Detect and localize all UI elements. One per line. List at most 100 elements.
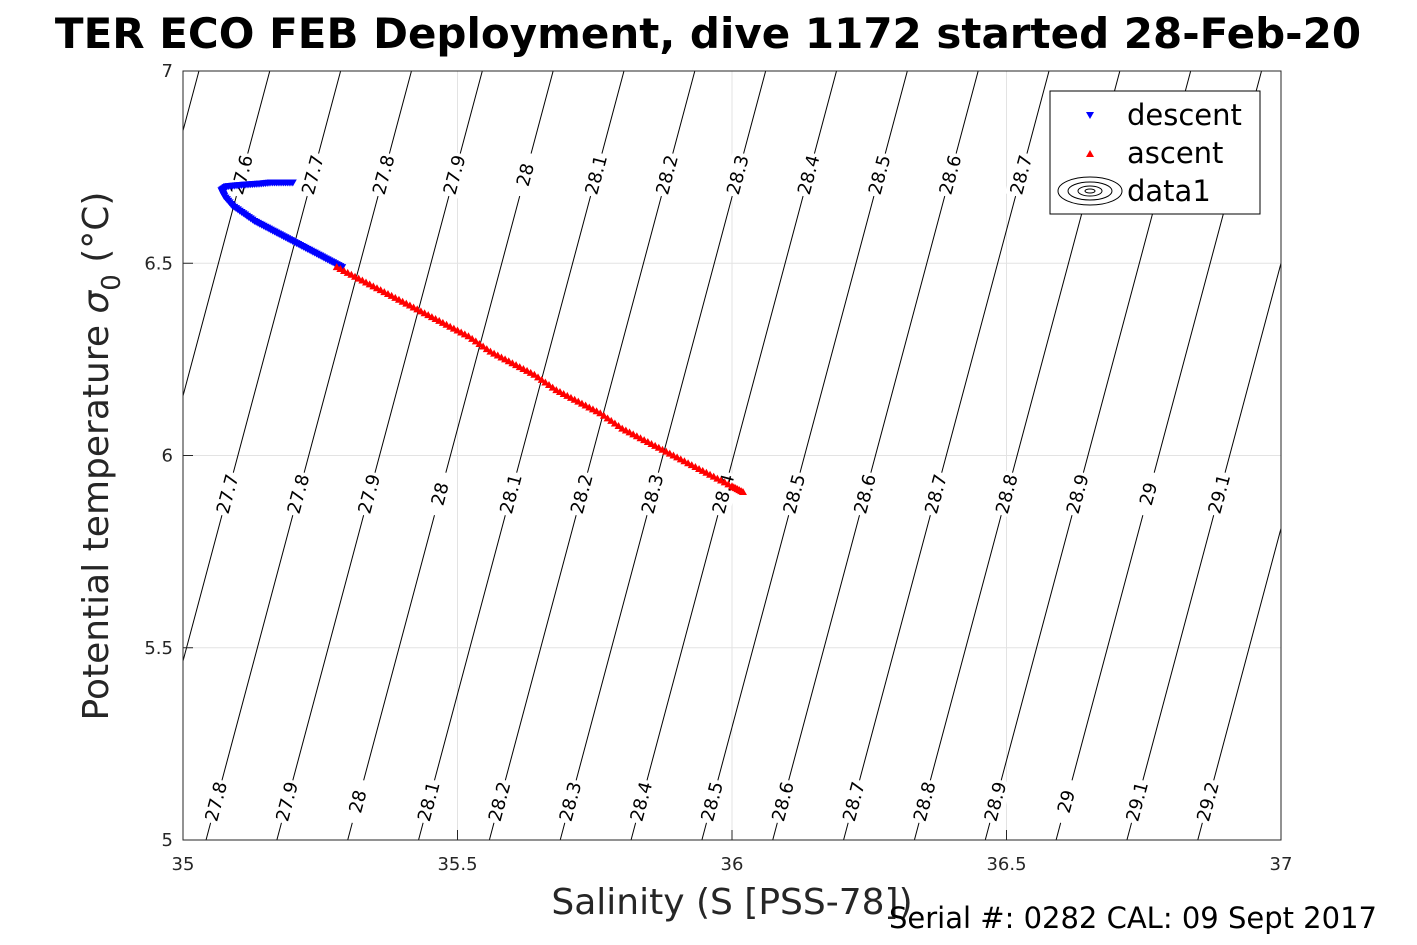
ascent-track-marker [610,419,619,427]
ascent-track-marker [526,368,535,376]
x-tick-label: 36 [721,854,744,875]
y-axis-label-subscript: 0 [97,274,127,291]
contour-label-backing [636,469,669,519]
legend-box [1049,90,1261,215]
ascent-track-marker [479,342,488,350]
contour-label-backing [908,777,941,826]
ascent-track-marker [614,422,623,430]
contour-label-backing [1050,777,1083,826]
contour-label-backing [438,150,471,199]
chart-title: TER ECO FEB Deployment, dive 1172 starte… [55,9,1361,58]
contour-label-backing [296,150,330,199]
contour-label-backing [934,150,967,199]
ascent-track-marker [599,411,608,419]
ascent-track-marker [537,375,546,383]
ascent-track-marker [737,487,746,495]
contour-label-backing [625,777,658,826]
x-tick-label: 35.5 [437,854,477,875]
contour-label-backing [1061,469,1094,519]
contour-label-backing [792,150,826,199]
contour-label-backing [650,150,684,199]
density-contour-line [559,70,767,841]
y-tick-label: 6 [162,446,173,467]
ascent-track-marker [475,339,484,347]
density-contour-line [182,70,271,396]
contour-label-backing [707,469,740,519]
ascent-track-marker [702,468,711,476]
contour-label-backing [778,469,811,519]
density-contour-line [488,70,696,841]
descent-track-marker [259,222,268,230]
density-contour-line [205,70,412,841]
density-contour-line [182,70,200,131]
contour-label-backing [509,150,542,199]
y-axis-label-main: Potential temperature [76,314,117,721]
ascent-track-marker [545,381,553,389]
contour-label-backing [423,469,457,519]
ascent-marker [596,409,605,417]
density-contour-line [276,70,483,841]
legend-descent-marker [1086,112,1094,119]
contour-label-backing [766,777,800,826]
ascent-track-marker [468,334,477,342]
contour-label-backing [199,777,233,826]
density-contour-line [630,70,837,841]
ascent-track-marker [482,345,491,353]
legend: descent ascent data1 [1049,90,1261,215]
x-axis-ticks: 35 35.5 36 36.5 37 [172,830,1293,875]
contour-label-backing [837,777,871,826]
legend-data1-label: data1 [1127,174,1211,208]
contour-label-backing [1004,150,1038,199]
y-axis-ticks: 5 5.5 6 6.5 7 [144,61,193,851]
descent-track-marker [303,245,312,253]
y-axis-label: Potential temperature σ0 (°C) [76,192,127,721]
legend-ascent-marker [1086,150,1094,157]
y-tick-label: 7 [162,61,173,82]
x-tick-label: 37 [1270,854,1293,875]
x-tick-label: 36.5 [986,854,1026,875]
ascent-track-marker [438,318,447,326]
contour-label-backing [483,777,516,826]
ascent-track-marker [504,357,513,365]
descent-track-marker [325,257,334,265]
contour-label-backing [270,777,304,826]
contour-label-backing [367,150,401,199]
ascent-track-marker [534,373,543,381]
ascent-track-marker [351,272,360,280]
y-tick-label: 5 [162,830,173,851]
ascent-track-marker [680,457,689,465]
contour-label-backing [412,777,446,826]
contour-label-backing [919,469,953,519]
ascent-track-marker [394,295,403,303]
contour-label-backing [1120,777,1154,826]
ascent-track-marker [460,330,469,338]
contour-label-backing [282,469,315,519]
ascent-marker [464,332,473,340]
ascent-track-marker [570,395,579,403]
ascent-track-marker [548,383,557,391]
y-axis-label-unit: (°C) [76,192,117,275]
contour-label-backing [863,150,896,199]
contour-label-backing [554,777,587,826]
contour-label-backing [565,469,599,519]
ascent-track-marker [541,378,550,386]
y-tick-label: 5.5 [144,638,173,659]
contour-label-backing [848,469,882,519]
ascent-track-marker [603,414,612,422]
descent-track-marker [248,216,257,224]
contour-label-backing [494,469,528,519]
legend-data1-contour-icon [1057,176,1123,206]
ascent-track-marker [636,434,645,442]
ascent-track-marker [592,407,601,415]
ascent-track-marker [658,445,667,453]
descent-track-marker [281,234,290,242]
descent-track-marker [270,228,279,236]
descent-track-marker [292,240,301,248]
contour-label-backing [579,150,613,199]
ascent-marker [530,370,539,378]
legend-descent-label: descent [1127,98,1242,132]
ascent-track-marker [372,284,381,292]
density-contour-line [843,70,1050,841]
contour-label-backing [1132,469,1165,519]
